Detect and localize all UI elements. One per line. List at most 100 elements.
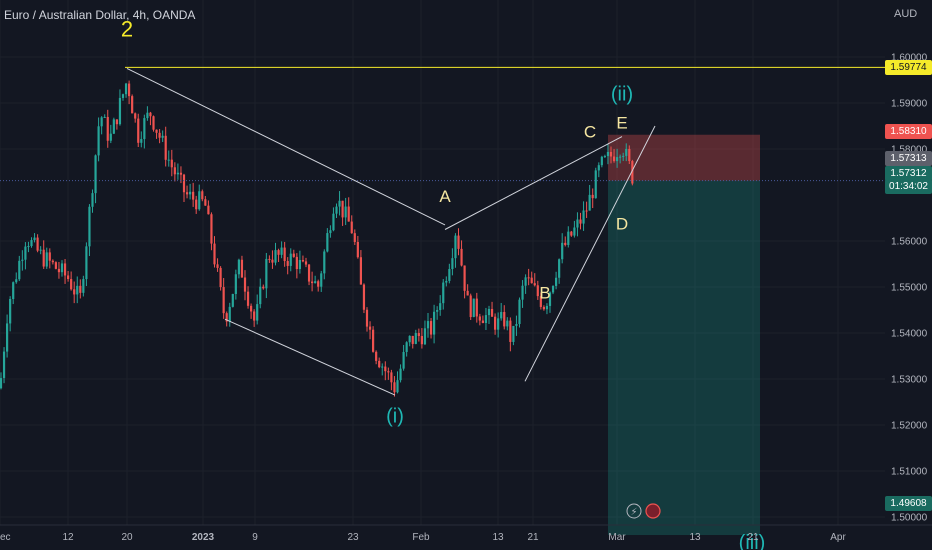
candle[interactable] xyxy=(612,149,616,163)
candle[interactable] xyxy=(442,279,445,310)
candle[interactable] xyxy=(619,154,622,164)
candle[interactable] xyxy=(344,197,347,226)
candle[interactable] xyxy=(588,184,591,211)
candle[interactable] xyxy=(283,241,286,267)
candle[interactable] xyxy=(524,274,527,294)
candle[interactable] xyxy=(185,185,189,199)
candle[interactable] xyxy=(259,278,262,309)
candle[interactable] xyxy=(48,248,51,269)
candle[interactable] xyxy=(548,291,552,313)
candle[interactable] xyxy=(341,200,344,226)
candle[interactable] xyxy=(137,113,140,148)
candle[interactable] xyxy=(558,258,561,284)
candle[interactable] xyxy=(292,249,295,258)
candle[interactable] xyxy=(576,212,579,237)
candle[interactable] xyxy=(225,311,228,327)
candle[interactable] xyxy=(240,255,244,278)
candle[interactable] xyxy=(551,285,555,295)
candle[interactable] xyxy=(362,283,366,314)
candle[interactable] xyxy=(79,279,82,299)
candle[interactable] xyxy=(466,284,469,296)
candle[interactable] xyxy=(472,298,475,318)
candle[interactable] xyxy=(530,271,533,284)
candle[interactable] xyxy=(555,271,558,290)
candle[interactable] xyxy=(109,124,112,144)
candle[interactable] xyxy=(219,266,222,291)
candle[interactable] xyxy=(158,129,161,144)
candle[interactable] xyxy=(237,258,240,279)
candle[interactable] xyxy=(429,318,433,339)
candle[interactable] xyxy=(603,154,606,159)
candle[interactable] xyxy=(631,159,634,186)
candle[interactable] xyxy=(591,188,594,209)
candle[interactable] xyxy=(253,309,256,327)
trendline[interactable] xyxy=(224,318,396,396)
candle[interactable] xyxy=(27,241,30,253)
candle[interactable] xyxy=(561,233,564,264)
candle[interactable] xyxy=(182,173,186,203)
candle[interactable] xyxy=(329,225,332,238)
candle[interactable] xyxy=(521,280,524,308)
candle[interactable] xyxy=(70,271,73,291)
candle[interactable] xyxy=(600,155,603,168)
candle[interactable] xyxy=(173,162,176,182)
candle[interactable] xyxy=(338,191,341,216)
candle[interactable] xyxy=(506,317,509,331)
candle[interactable] xyxy=(411,335,414,349)
candle[interactable] xyxy=(579,212,582,230)
candle[interactable] xyxy=(198,184,201,211)
candle[interactable] xyxy=(490,301,494,317)
candle[interactable] xyxy=(402,344,405,371)
candle[interactable] xyxy=(103,114,106,118)
candle[interactable] xyxy=(15,272,18,284)
candle[interactable] xyxy=(500,302,503,321)
candle[interactable] xyxy=(451,248,454,276)
candle[interactable] xyxy=(30,237,33,248)
candle[interactable] xyxy=(280,241,283,259)
candle[interactable] xyxy=(622,152,625,161)
candle[interactable] xyxy=(359,250,362,285)
candle[interactable] xyxy=(393,376,396,397)
lightning-icon[interactable] xyxy=(626,503,642,519)
candle[interactable] xyxy=(573,220,576,238)
candle[interactable] xyxy=(106,109,109,148)
candle[interactable] xyxy=(82,275,85,297)
candle[interactable] xyxy=(457,228,460,256)
candle[interactable] xyxy=(216,258,219,272)
candle[interactable] xyxy=(140,131,143,148)
candle[interactable] xyxy=(67,271,70,282)
candle[interactable] xyxy=(365,307,369,332)
candle[interactable] xyxy=(268,255,271,263)
candle[interactable] xyxy=(73,281,76,304)
candle[interactable] xyxy=(594,167,597,199)
candle[interactable] xyxy=(503,305,506,330)
candle[interactable] xyxy=(396,371,399,394)
candle[interactable] xyxy=(448,263,451,284)
candle[interactable] xyxy=(112,117,115,135)
candle[interactable] xyxy=(121,93,125,101)
candle[interactable] xyxy=(478,313,481,326)
candle[interactable] xyxy=(439,295,442,316)
candle[interactable] xyxy=(256,294,259,325)
candle[interactable] xyxy=(36,234,39,253)
candle[interactable] xyxy=(445,276,448,287)
candle[interactable] xyxy=(243,270,247,301)
candle[interactable] xyxy=(405,341,408,357)
candle[interactable] xyxy=(481,315,484,324)
candle[interactable] xyxy=(94,154,97,204)
candle[interactable] xyxy=(189,183,192,200)
candle[interactable] xyxy=(24,242,27,270)
candle[interactable] xyxy=(487,305,491,325)
candle[interactable] xyxy=(356,235,359,259)
candle[interactable] xyxy=(12,281,15,305)
candle[interactable] xyxy=(195,195,198,214)
candle[interactable] xyxy=(176,163,179,180)
candle[interactable] xyxy=(335,203,338,219)
candle[interactable] xyxy=(475,292,478,323)
candle[interactable] xyxy=(277,248,280,263)
candle[interactable] xyxy=(317,279,320,292)
candle[interactable] xyxy=(213,236,216,268)
candle[interactable] xyxy=(63,259,67,284)
candle[interactable] xyxy=(567,226,570,248)
